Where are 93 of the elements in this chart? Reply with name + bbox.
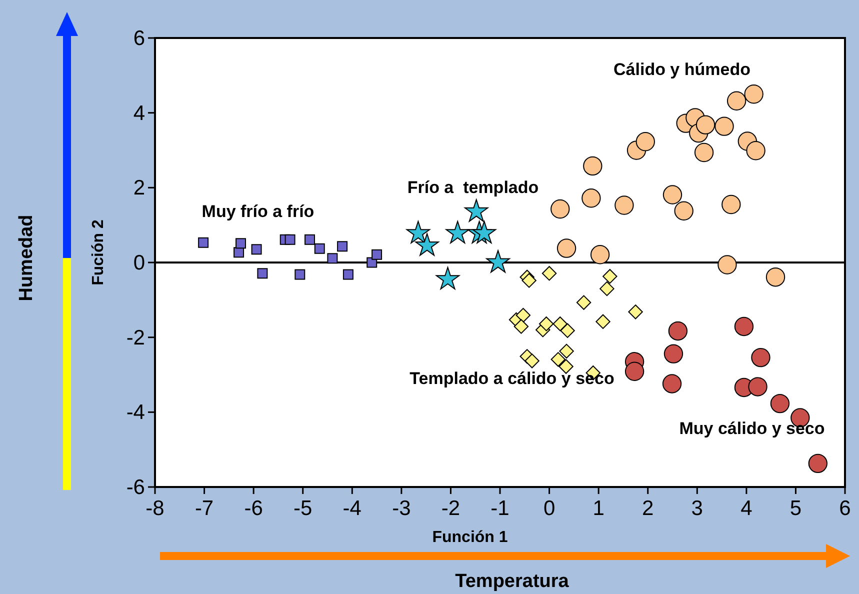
x-tick-label: -6 bbox=[244, 497, 263, 520]
x-axis-title: Función 1 bbox=[432, 529, 508, 546]
point bbox=[516, 308, 531, 323]
point bbox=[472, 220, 496, 244]
point bbox=[558, 359, 574, 374]
point bbox=[636, 132, 655, 152]
point bbox=[590, 245, 610, 264]
point bbox=[748, 377, 768, 396]
x-tick-label: 3 bbox=[691, 497, 703, 520]
point bbox=[406, 220, 430, 244]
x-tick-label: 2 bbox=[642, 497, 654, 520]
point bbox=[766, 268, 786, 287]
x-tick-label: 5 bbox=[790, 497, 802, 520]
point bbox=[662, 374, 682, 394]
point bbox=[600, 281, 614, 296]
point bbox=[550, 352, 566, 367]
point bbox=[257, 268, 268, 279]
point bbox=[559, 344, 574, 359]
point bbox=[624, 362, 644, 381]
point bbox=[751, 348, 770, 368]
point bbox=[251, 244, 262, 255]
point bbox=[602, 268, 618, 284]
point bbox=[514, 319, 529, 334]
point bbox=[436, 266, 460, 290]
point bbox=[415, 233, 439, 256]
y-tick-label: 4 bbox=[133, 102, 146, 125]
point bbox=[304, 234, 315, 245]
point bbox=[294, 269, 306, 280]
point bbox=[662, 185, 682, 204]
point bbox=[464, 199, 488, 222]
point bbox=[696, 115, 716, 134]
annotation: Muy frío a frío bbox=[202, 202, 314, 221]
point bbox=[582, 188, 601, 208]
point bbox=[714, 116, 734, 136]
y-tick-label: -4 bbox=[126, 401, 146, 424]
point bbox=[726, 91, 746, 110]
x-tick-label: 1 bbox=[592, 497, 604, 520]
point bbox=[718, 255, 737, 274]
point bbox=[327, 253, 338, 264]
point bbox=[614, 196, 634, 215]
point bbox=[576, 295, 592, 310]
point bbox=[746, 141, 766, 160]
point bbox=[628, 304, 643, 320]
point bbox=[198, 237, 209, 248]
annotation: Cálido y húmedo bbox=[614, 60, 750, 79]
x-tick-label: -4 bbox=[342, 497, 362, 520]
point bbox=[446, 220, 470, 244]
point bbox=[314, 243, 325, 254]
point bbox=[560, 323, 575, 338]
point bbox=[522, 273, 536, 288]
point bbox=[664, 344, 684, 364]
point bbox=[342, 269, 354, 280]
x-tick-label: -5 bbox=[294, 497, 312, 520]
point bbox=[770, 394, 790, 414]
y-tick-label: 6 bbox=[133, 27, 145, 50]
point bbox=[694, 142, 714, 162]
point bbox=[674, 201, 694, 220]
point bbox=[556, 238, 576, 258]
annotation: Templado a cálido y seco bbox=[410, 369, 614, 388]
y-tick-label: -6 bbox=[126, 476, 145, 499]
y-tick-label: -2 bbox=[126, 326, 145, 350]
annotation: Frío a templado bbox=[407, 178, 539, 197]
x-tick-label: -2 bbox=[441, 497, 460, 520]
point bbox=[808, 454, 828, 474]
point bbox=[284, 234, 296, 245]
point bbox=[734, 316, 754, 336]
text: Humedad bbox=[16, 214, 37, 302]
y-tick-label: 2 bbox=[133, 176, 145, 200]
x-tick-label: 6 bbox=[839, 497, 851, 520]
point bbox=[486, 250, 510, 273]
x-tick-label: -1 bbox=[490, 497, 510, 520]
point bbox=[524, 354, 540, 368]
point bbox=[668, 321, 688, 341]
point bbox=[236, 238, 246, 249]
x-tick-label: -3 bbox=[392, 497, 411, 520]
point bbox=[552, 316, 568, 332]
point bbox=[550, 199, 570, 219]
text: Temperatura bbox=[455, 571, 570, 592]
point bbox=[583, 156, 602, 176]
point bbox=[596, 314, 610, 329]
x-tick-label: -8 bbox=[146, 497, 164, 520]
point bbox=[372, 249, 382, 260]
point bbox=[542, 266, 557, 281]
x-tick-label: 4 bbox=[740, 497, 753, 520]
annotation: Muy cálido y seco bbox=[679, 419, 825, 438]
point bbox=[337, 241, 348, 252]
y-tick-label: 0 bbox=[133, 252, 145, 274]
y-axis-title: Fución 2 bbox=[90, 220, 107, 286]
point bbox=[722, 194, 741, 214]
point bbox=[744, 84, 764, 104]
point bbox=[538, 316, 554, 332]
x-tick-label: 0 bbox=[543, 497, 556, 520]
x-tick-label: -7 bbox=[194, 497, 214, 520]
